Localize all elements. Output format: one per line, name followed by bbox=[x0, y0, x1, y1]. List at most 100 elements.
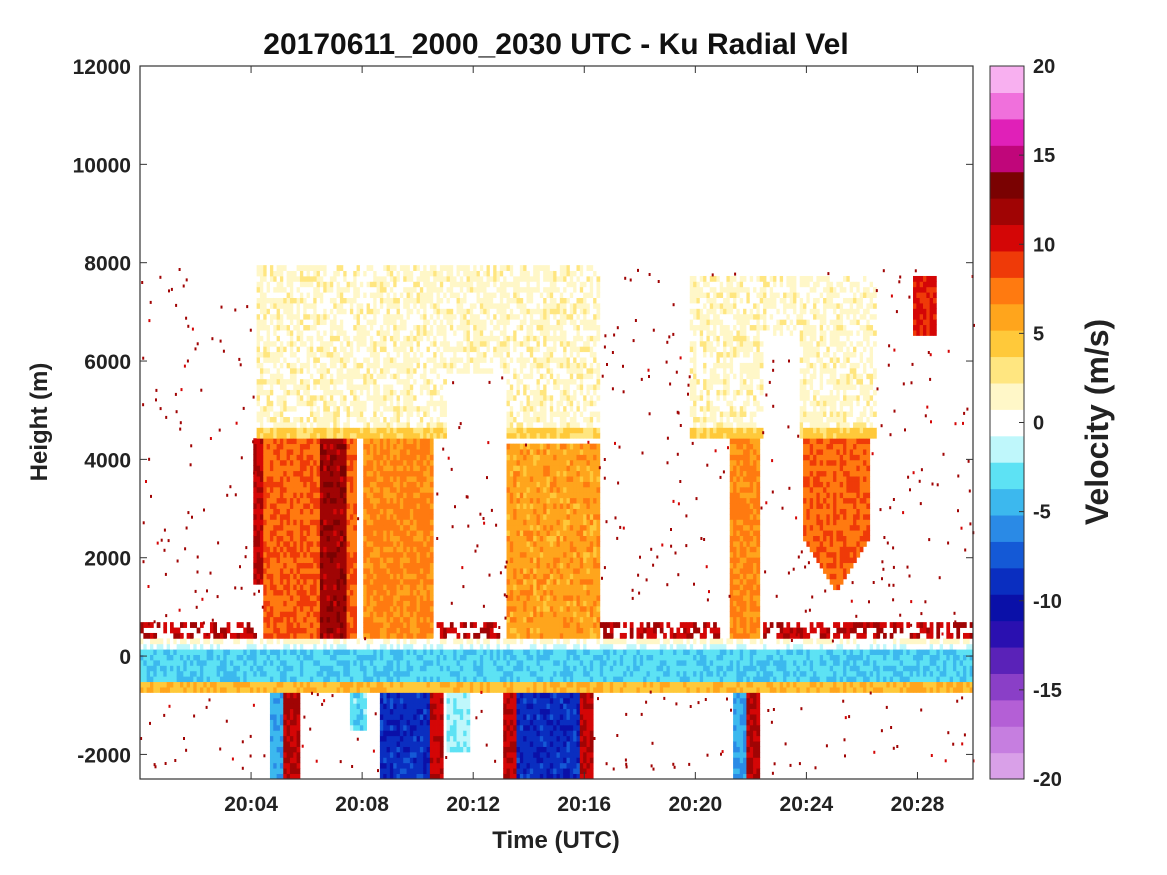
heatmap-cell bbox=[343, 286, 347, 293]
heatmap-cell bbox=[363, 362, 367, 369]
heatmap-cell bbox=[263, 378, 268, 385]
heatmap-cell bbox=[419, 697, 424, 704]
heatmap-cell bbox=[263, 557, 268, 564]
heatmap-cell bbox=[289, 595, 294, 601]
heatmap-cell bbox=[319, 676, 324, 683]
heatmap-cell bbox=[349, 541, 354, 547]
heatmap-cell bbox=[369, 281, 374, 288]
heatmap-cell bbox=[346, 411, 351, 417]
heatmap-cell bbox=[303, 638, 307, 645]
heatmap-cell bbox=[363, 449, 367, 455]
heatmap-cell bbox=[383, 373, 387, 380]
heatmap-cell bbox=[269, 573, 274, 580]
heatmap-cell bbox=[366, 416, 371, 423]
heatmap-cell bbox=[273, 714, 278, 720]
heatmap-cell bbox=[393, 600, 397, 607]
heatmap-cell bbox=[426, 660, 431, 666]
heatmap-cell bbox=[193, 622, 198, 628]
heatmap-cell bbox=[309, 346, 314, 353]
heatmap-cell bbox=[346, 303, 351, 309]
heatmap-cell bbox=[383, 530, 387, 536]
heatmap-cell bbox=[256, 416, 261, 423]
heatmap-cell bbox=[246, 676, 251, 683]
heatmap-cell bbox=[323, 687, 327, 693]
heatmap-cell bbox=[289, 557, 294, 564]
heatmap-cell bbox=[396, 422, 401, 428]
heatmap-cell bbox=[273, 265, 278, 271]
heatmap-cell bbox=[293, 335, 297, 342]
heatmap-cell bbox=[409, 265, 414, 271]
heatmap-cell bbox=[269, 649, 274, 655]
heatmap-cell bbox=[269, 340, 274, 347]
heatmap-cell bbox=[426, 595, 431, 601]
heatmap-cell bbox=[386, 367, 391, 374]
heatmap-cell bbox=[393, 714, 397, 720]
heatmap-cell bbox=[413, 524, 417, 531]
heatmap-cell bbox=[333, 346, 337, 353]
heatmap-cell bbox=[316, 654, 321, 661]
heatmap-cell bbox=[283, 724, 288, 731]
heatmap-cell bbox=[213, 638, 218, 645]
heatmap-cell bbox=[426, 508, 431, 515]
heatmap-cell bbox=[423, 335, 427, 342]
heatmap-cell bbox=[179, 687, 184, 693]
heatmap-cell bbox=[336, 497, 341, 504]
heatmap-cell bbox=[426, 411, 431, 417]
heatmap-cell bbox=[433, 687, 437, 693]
heatmap-cell bbox=[269, 600, 274, 607]
heatmap-cell bbox=[389, 670, 394, 677]
heatmap-cell bbox=[273, 335, 278, 342]
heatmap-cell bbox=[286, 265, 291, 271]
heatmap-cell bbox=[319, 578, 324, 585]
heatmap-cell bbox=[343, 611, 347, 618]
heatmap-cell bbox=[293, 286, 297, 293]
heatmap-cell bbox=[313, 578, 317, 585]
heatmap-cell bbox=[343, 616, 347, 623]
heatmap-cell bbox=[363, 275, 367, 282]
heatmap-cell bbox=[389, 605, 394, 612]
heatmap-cell bbox=[343, 389, 347, 396]
heatmap-cell bbox=[306, 497, 311, 504]
heatmap-cell bbox=[303, 584, 307, 591]
heatmap-cell bbox=[263, 670, 268, 677]
heatmap-cell bbox=[426, 611, 431, 618]
heatmap-cell bbox=[299, 400, 304, 407]
heatmap-cell bbox=[403, 632, 407, 639]
heatmap-cell bbox=[413, 638, 417, 645]
heatmap-cell bbox=[429, 643, 434, 650]
heatmap-cell bbox=[376, 611, 381, 618]
heatmap-cell bbox=[306, 535, 311, 542]
heatmap-cell bbox=[213, 622, 218, 628]
heatmap-cell bbox=[413, 476, 417, 482]
heatmap-cell bbox=[336, 308, 341, 315]
heatmap-cell bbox=[319, 492, 324, 499]
heatmap-cell bbox=[269, 519, 274, 526]
heatmap-cell bbox=[383, 465, 387, 472]
heatmap-cell bbox=[406, 275, 411, 282]
heatmap-cell bbox=[253, 508, 258, 515]
heatmap-cell bbox=[319, 330, 324, 336]
heatmap-cell bbox=[309, 595, 314, 601]
heatmap-cell bbox=[426, 546, 431, 553]
heatmap-cell bbox=[423, 367, 427, 374]
heatmap-cell bbox=[343, 670, 347, 677]
heatmap-cell bbox=[316, 486, 321, 493]
heatmap-cell bbox=[419, 270, 424, 277]
heatmap-cell bbox=[189, 681, 194, 688]
heatmap-cell bbox=[389, 730, 394, 737]
heatmap-cell bbox=[386, 319, 391, 326]
heatmap-cell bbox=[303, 503, 307, 509]
heatmap-cell bbox=[266, 632, 271, 639]
heatmap-cell bbox=[349, 551, 354, 558]
heatmap-cell bbox=[406, 351, 411, 358]
heatmap-cell bbox=[423, 714, 427, 720]
heatmap-cell bbox=[286, 400, 291, 407]
heatmap-cell bbox=[396, 459, 401, 466]
heatmap-cell bbox=[286, 578, 291, 585]
heatmap-cell bbox=[376, 449, 381, 455]
heatmap-cell bbox=[339, 622, 344, 628]
heatmap-cell bbox=[363, 335, 367, 342]
heatmap-cell bbox=[379, 568, 384, 574]
heatmap-cell bbox=[306, 660, 311, 666]
heatmap-cell bbox=[186, 654, 191, 661]
